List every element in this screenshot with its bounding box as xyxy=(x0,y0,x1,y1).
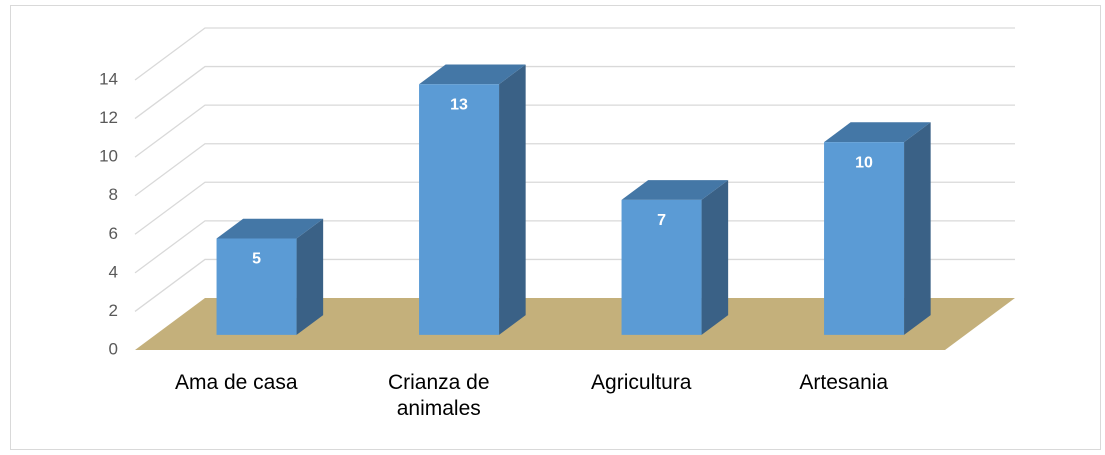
grid-line xyxy=(134,65,1015,120)
y-tick-label: 2 xyxy=(109,301,118,320)
bar-side xyxy=(296,218,324,335)
grid-line xyxy=(134,220,1015,274)
bar xyxy=(419,84,500,335)
value-label: 10 xyxy=(855,154,873,171)
x-tick-label: Crianza de animales xyxy=(387,371,490,420)
bar-top xyxy=(824,122,931,143)
bar-top xyxy=(216,218,324,239)
y-tick-label: 10 xyxy=(99,147,118,166)
bar xyxy=(216,238,297,335)
y-tick-label: 14 xyxy=(99,69,118,88)
y-tick-label: 8 xyxy=(109,185,118,204)
grid-line xyxy=(134,143,1015,197)
value-label: 5 xyxy=(252,251,261,268)
bar-top xyxy=(621,180,729,200)
grid-line xyxy=(134,258,1015,312)
bar-side xyxy=(701,180,729,335)
x-tick-label: Ama de casa xyxy=(174,371,298,394)
chart-border xyxy=(10,5,1101,450)
bar xyxy=(824,142,905,335)
bar-side xyxy=(499,64,526,335)
bar-top xyxy=(419,64,526,85)
y-tick-label: 0 xyxy=(109,339,118,358)
x-tick-label: Artesania xyxy=(799,371,889,394)
value-label: 13 xyxy=(450,96,468,113)
y-tick-label: 4 xyxy=(109,262,118,281)
y-tick-label: 6 xyxy=(109,224,118,243)
grid-line xyxy=(134,181,1015,235)
y-tick-label: 12 xyxy=(99,108,118,127)
grid-line xyxy=(134,104,1015,158)
floor xyxy=(135,298,1015,350)
value-label: 7 xyxy=(657,212,666,229)
grid-line xyxy=(134,27,1015,81)
x-tick-label: Agricultura xyxy=(591,371,692,394)
bar xyxy=(621,199,702,335)
bar-side xyxy=(904,122,931,335)
